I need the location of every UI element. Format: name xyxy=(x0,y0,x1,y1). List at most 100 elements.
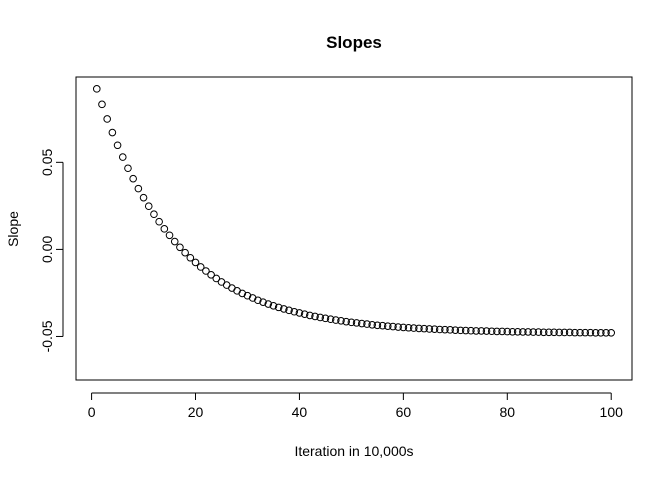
data-point xyxy=(196,263,205,271)
data-point xyxy=(524,328,532,336)
data-point xyxy=(316,313,325,322)
data-point xyxy=(269,302,278,310)
data-point xyxy=(493,327,501,336)
data-point xyxy=(446,326,454,334)
data-point xyxy=(602,329,610,337)
data-point xyxy=(591,329,600,337)
data-point xyxy=(539,328,548,337)
data-point xyxy=(560,328,569,337)
data-point xyxy=(597,329,605,337)
data-point xyxy=(404,323,413,332)
data-point xyxy=(534,328,543,336)
y-axis-label: Slope xyxy=(5,211,21,247)
data-point xyxy=(108,128,117,137)
data-point xyxy=(477,327,486,335)
data-point xyxy=(435,325,444,334)
data-point xyxy=(451,326,460,334)
data-point xyxy=(555,328,564,337)
data-point xyxy=(264,300,273,308)
data-point xyxy=(306,311,314,320)
x-axis-label: Iteration in 10,000s xyxy=(294,443,413,459)
y-tick-label: -0.05 xyxy=(39,320,55,352)
data-point xyxy=(383,322,392,330)
chart-title: Slopes xyxy=(326,33,382,52)
x-axis: 0 20 40 60 80 100 xyxy=(88,392,623,420)
data-point xyxy=(487,327,496,336)
x-tick-label: 0 xyxy=(88,404,96,420)
data-point xyxy=(420,324,428,333)
data-point xyxy=(311,312,319,321)
data-point xyxy=(441,325,449,334)
data-point xyxy=(389,322,397,331)
data-point xyxy=(300,310,309,318)
data-point xyxy=(129,174,137,183)
data-point xyxy=(191,258,200,267)
data-point xyxy=(399,323,408,332)
data-point xyxy=(352,319,361,327)
data-point xyxy=(248,294,257,302)
data-point xyxy=(124,164,132,173)
data-point xyxy=(176,243,184,252)
data-point xyxy=(170,237,179,246)
data-point xyxy=(207,271,215,279)
data-point xyxy=(295,309,304,317)
data-point xyxy=(342,317,351,326)
plot-frame xyxy=(75,76,633,381)
data-point xyxy=(503,327,512,336)
data-point xyxy=(332,316,340,324)
data-point xyxy=(290,307,299,316)
data-point xyxy=(238,289,247,298)
data-point xyxy=(409,324,418,332)
data-point xyxy=(368,320,376,329)
y-tick-label: 0.00 xyxy=(39,236,55,263)
data-point xyxy=(482,327,491,335)
data-points xyxy=(92,85,616,337)
data-point xyxy=(378,321,387,330)
data-point xyxy=(212,274,221,283)
data-point xyxy=(576,328,584,337)
data-point xyxy=(545,328,553,337)
data-point xyxy=(461,326,470,335)
data-point xyxy=(337,316,345,325)
data-point xyxy=(139,193,148,202)
data-point xyxy=(467,326,475,335)
data-point xyxy=(98,100,106,109)
data-point xyxy=(430,325,439,333)
data-point xyxy=(498,327,506,336)
x-tick-label: 80 xyxy=(500,404,516,420)
data-point xyxy=(144,202,153,211)
data-point xyxy=(243,291,252,300)
data-point xyxy=(513,327,522,336)
data-point xyxy=(363,320,371,328)
data-point xyxy=(186,253,195,262)
data-point xyxy=(581,328,590,337)
data-point xyxy=(92,85,101,93)
data-point xyxy=(326,315,335,324)
data-point xyxy=(347,318,356,327)
data-point xyxy=(202,267,210,275)
data-point xyxy=(508,327,517,336)
x-tick-label: 20 xyxy=(188,404,204,420)
data-point xyxy=(565,328,574,337)
y-tick-label: 0.05 xyxy=(39,148,55,175)
x-tick-label: 60 xyxy=(396,404,412,420)
data-point xyxy=(165,231,174,240)
data-point xyxy=(456,326,465,335)
data-point xyxy=(321,314,330,323)
data-point xyxy=(415,324,423,333)
data-point xyxy=(519,328,527,336)
data-point xyxy=(150,210,158,219)
data-point xyxy=(425,325,434,333)
data-point xyxy=(472,327,480,335)
data-point xyxy=(550,328,558,337)
data-point xyxy=(160,225,169,233)
data-point xyxy=(134,184,143,193)
x-tick-label: 40 xyxy=(292,404,308,420)
data-point xyxy=(280,305,288,313)
data-point xyxy=(254,296,262,305)
data-point xyxy=(155,217,163,226)
data-point xyxy=(285,306,293,315)
data-point xyxy=(586,328,595,337)
